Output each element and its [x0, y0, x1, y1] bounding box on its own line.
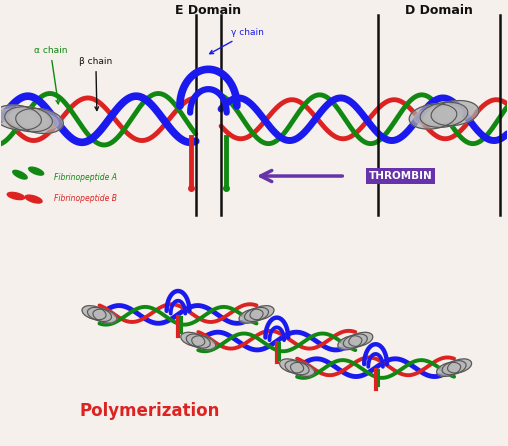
Ellipse shape: [352, 334, 370, 344]
Ellipse shape: [288, 363, 306, 373]
Ellipse shape: [25, 195, 42, 203]
Ellipse shape: [189, 336, 208, 346]
Text: Fibrinopeptide A: Fibrinopeptide A: [54, 173, 117, 182]
Ellipse shape: [0, 105, 42, 130]
Ellipse shape: [186, 334, 210, 348]
Text: α chain: α chain: [34, 46, 67, 104]
Ellipse shape: [181, 332, 205, 347]
Ellipse shape: [192, 336, 216, 350]
Ellipse shape: [343, 334, 367, 348]
FancyArrowPatch shape: [261, 170, 342, 182]
Ellipse shape: [5, 107, 52, 132]
Ellipse shape: [340, 338, 359, 348]
Ellipse shape: [7, 192, 24, 200]
Ellipse shape: [437, 362, 461, 376]
Ellipse shape: [448, 359, 471, 373]
Ellipse shape: [346, 336, 365, 346]
Ellipse shape: [244, 307, 269, 322]
Ellipse shape: [21, 112, 58, 130]
Ellipse shape: [82, 306, 106, 320]
Ellipse shape: [85, 308, 104, 318]
Ellipse shape: [450, 361, 469, 371]
Ellipse shape: [239, 309, 263, 323]
Text: Fibrinopeptide B: Fibrinopeptide B: [54, 194, 117, 203]
Ellipse shape: [409, 104, 457, 129]
Ellipse shape: [414, 107, 452, 125]
Ellipse shape: [279, 359, 304, 373]
Ellipse shape: [16, 108, 64, 133]
Ellipse shape: [194, 338, 213, 348]
Text: E Domain: E Domain: [175, 4, 241, 17]
Ellipse shape: [436, 104, 474, 122]
Ellipse shape: [442, 361, 466, 375]
Ellipse shape: [431, 100, 479, 126]
Text: THROMBIN: THROMBIN: [369, 171, 433, 181]
Ellipse shape: [252, 308, 271, 318]
Ellipse shape: [420, 102, 468, 128]
Ellipse shape: [338, 336, 362, 350]
Ellipse shape: [285, 361, 309, 375]
Ellipse shape: [291, 362, 314, 376]
Text: Polymerization: Polymerization: [79, 402, 219, 420]
Ellipse shape: [439, 364, 458, 375]
Ellipse shape: [96, 311, 114, 321]
Ellipse shape: [87, 307, 111, 322]
Ellipse shape: [93, 309, 117, 323]
Ellipse shape: [250, 306, 274, 320]
Text: β chain: β chain: [79, 57, 112, 111]
Ellipse shape: [242, 311, 261, 321]
Ellipse shape: [282, 361, 301, 371]
Text: D Domain: D Domain: [405, 4, 473, 17]
Ellipse shape: [28, 167, 44, 175]
Ellipse shape: [349, 332, 373, 347]
Ellipse shape: [425, 106, 463, 124]
Ellipse shape: [13, 170, 27, 179]
Text: γ chain: γ chain: [210, 28, 264, 54]
Ellipse shape: [183, 334, 202, 344]
Ellipse shape: [247, 310, 266, 319]
Ellipse shape: [444, 363, 464, 373]
Ellipse shape: [10, 111, 47, 128]
Ellipse shape: [0, 109, 37, 126]
Ellipse shape: [293, 364, 312, 375]
Ellipse shape: [90, 310, 109, 319]
